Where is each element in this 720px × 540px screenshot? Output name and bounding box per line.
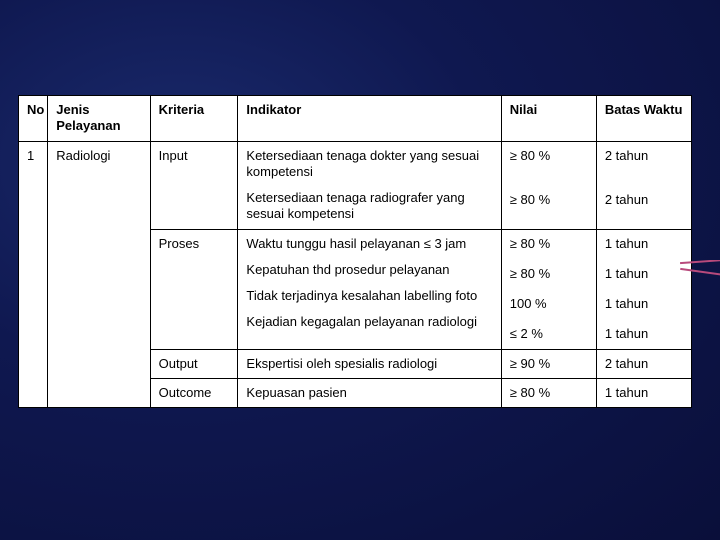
batas-item: 1 tahun: [605, 266, 683, 282]
col-header-kriteria: Kriteria: [150, 96, 238, 142]
nilai-item: ≥ 80 %: [510, 236, 588, 252]
cell-indikator: Waktu tunggu hasil pelayanan ≤ 3 jam Kep…: [238, 229, 501, 349]
batas-item: 2 tahun: [605, 192, 683, 208]
col-header-nilai: Nilai: [501, 96, 596, 142]
cell-batas: 2 tahun 2 tahun: [596, 141, 691, 229]
col-header-indikator: Indikator: [238, 96, 501, 142]
table-row: 1 Radiologi Input Ketersediaan tenaga do…: [19, 141, 692, 229]
cell-kriteria: Outcome: [150, 378, 238, 407]
nilai-item: 100 %: [510, 296, 588, 312]
nilai-item: ≥ 80 %: [510, 148, 588, 164]
indicator-item: Tidak terjadinya kesalahan labelling fot…: [246, 288, 492, 304]
service-table: No Jenis Pelayanan Kriteria Indikator Ni…: [18, 95, 692, 408]
cell-nilai: ≥ 80 % ≥ 80 %: [501, 141, 596, 229]
nilai-item: ≥ 80 %: [510, 266, 588, 282]
cell-batas: 2 tahun: [596, 349, 691, 378]
batas-item: 1 tahun: [605, 326, 683, 342]
cell-kriteria: Output: [150, 349, 238, 378]
cell-no: 1: [19, 141, 48, 408]
table-header-row: No Jenis Pelayanan Kriteria Indikator Ni…: [19, 96, 692, 142]
slide-container: No Jenis Pelayanan Kriteria Indikator Ni…: [0, 0, 720, 540]
cell-batas: 1 tahun 1 tahun 1 tahun 1 tahun: [596, 229, 691, 349]
cell-nilai: ≥ 80 % ≥ 80 % 100 % ≤ 2 %: [501, 229, 596, 349]
nilai-item: ≤ 2 %: [510, 326, 588, 342]
col-header-batas: Batas Waktu: [596, 96, 691, 142]
col-header-jenis: Jenis Pelayanan: [48, 96, 150, 142]
batas-item: 2 tahun: [605, 148, 683, 164]
cell-nilai: ≥ 80 %: [501, 378, 596, 407]
indicator-item: Waktu tunggu hasil pelayanan ≤ 3 jam: [246, 236, 492, 252]
batas-item: 1 tahun: [605, 236, 683, 252]
nilai-item: ≥ 80 %: [510, 192, 588, 208]
cell-indikator: Kepuasan pasien: [238, 378, 501, 407]
indicator-item: Ketersediaan tenaga radiografer yang ses…: [246, 190, 492, 223]
indicator-item: Ketersediaan tenaga dokter yang sesuai k…: [246, 148, 492, 181]
indicator-item: Kepatuhan thd prosedur pelayanan: [246, 262, 492, 278]
cell-indikator: Ketersediaan tenaga dokter yang sesuai k…: [238, 141, 501, 229]
batas-item: 1 tahun: [605, 296, 683, 312]
col-header-no: No: [19, 96, 48, 142]
indicator-item: Kejadian kegagalan pelayanan radiologi: [246, 314, 492, 330]
cell-jenis: Radiologi: [48, 141, 150, 408]
cell-kriteria: Proses: [150, 229, 238, 349]
cell-kriteria: Input: [150, 141, 238, 229]
cell-nilai: ≥ 90 %: [501, 349, 596, 378]
cell-batas: 1 tahun: [596, 378, 691, 407]
cell-indikator: Ekspertisi oleh spesialis radiologi: [238, 349, 501, 378]
